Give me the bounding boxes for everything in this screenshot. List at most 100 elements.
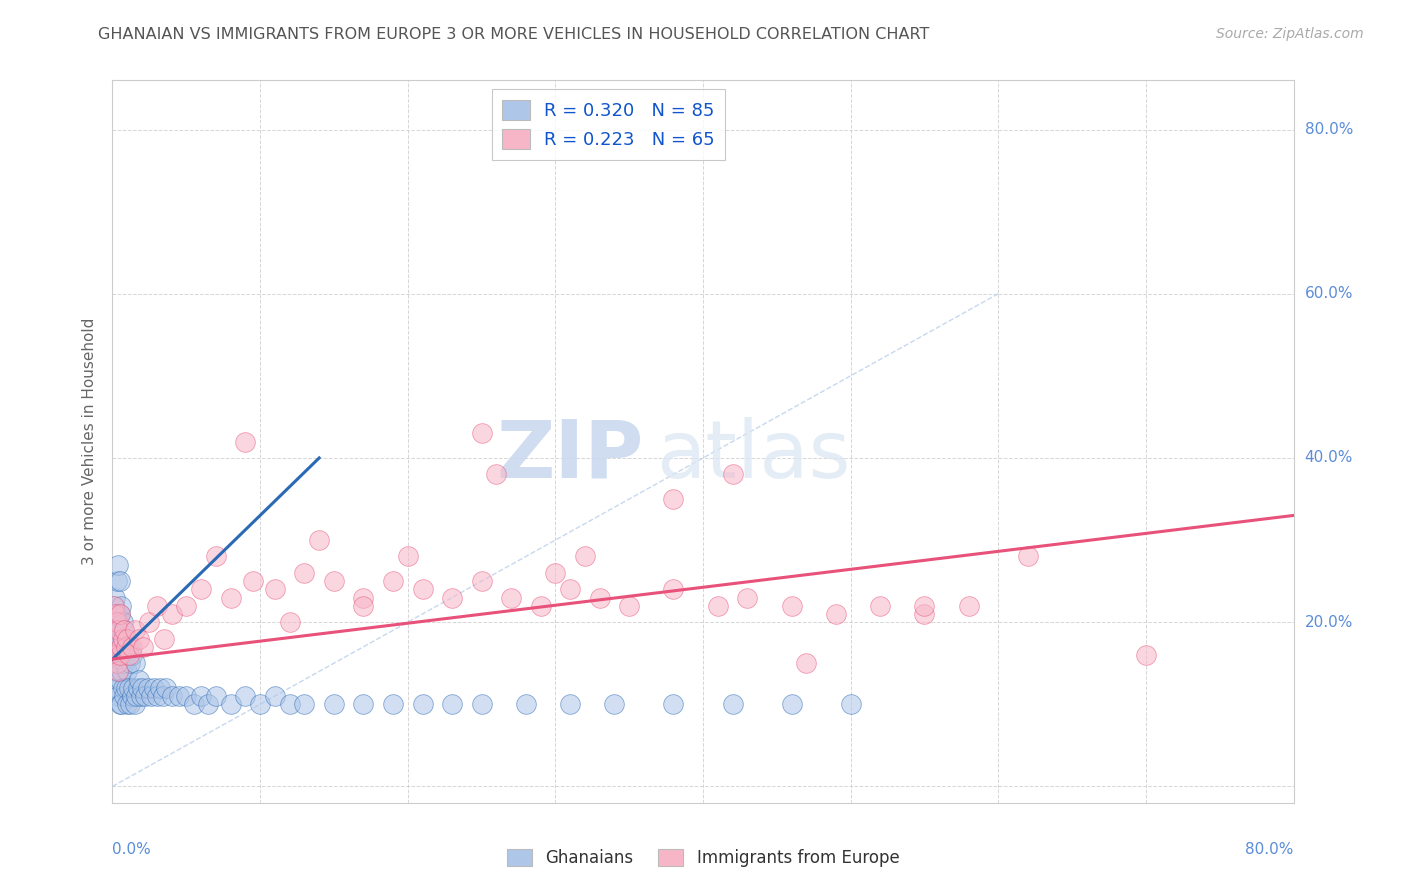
Point [308,533,330,547]
Point [152,689,174,703]
Point [104,640,127,654]
Point [111,632,134,646]
Point [111,648,134,662]
Point [107,665,129,679]
Point [114,681,136,695]
Point [124,698,146,712]
Point [104,607,127,621]
Point [121,648,143,662]
Point [957,599,980,613]
Point [104,591,127,605]
Point [149,681,172,695]
Point [485,467,508,482]
Point [323,574,346,588]
Point [105,574,128,588]
Point [470,698,494,712]
Point [153,632,176,646]
Point [103,624,125,638]
Point [120,657,142,671]
Point [125,689,148,703]
Point [219,591,242,605]
Point [190,582,212,597]
Text: Source: ZipAtlas.com: Source: ZipAtlas.com [1216,27,1364,41]
Point [780,599,803,613]
Point [603,698,626,712]
Point [174,689,197,703]
Point [117,698,138,712]
Text: 60.0%: 60.0% [1305,286,1353,301]
Point [107,624,129,638]
Point [205,689,228,703]
Point [107,607,129,621]
Point [292,698,315,712]
Point [112,657,135,671]
Point [128,673,150,687]
Point [111,681,134,695]
Point [108,607,131,621]
Point [114,640,136,654]
Point [108,574,131,588]
Point [107,558,129,572]
Point [441,698,464,712]
Point [131,681,153,695]
Point [160,689,183,703]
Text: 20.0%: 20.0% [1305,615,1353,630]
Point [146,599,169,613]
Point [278,698,301,712]
Point [160,607,183,621]
Point [662,582,685,597]
Point [544,566,567,580]
Point [118,640,141,654]
Point [112,689,135,703]
Point [112,624,135,638]
Point [103,648,125,662]
Point [128,632,150,646]
Point [515,698,537,712]
Point [108,698,131,712]
Point [105,681,128,695]
Point [127,681,149,695]
Point [117,665,138,679]
Point [411,698,433,712]
Point [839,698,862,712]
Point [662,491,685,506]
Point [105,657,128,671]
Point [264,582,287,597]
Point [105,657,128,671]
Point [183,698,205,712]
Point [110,698,132,712]
Point [124,657,146,671]
Point [117,632,138,646]
Point [110,640,132,654]
Point [121,640,143,654]
Point [780,698,803,712]
Point [470,426,494,441]
Point [108,640,131,654]
Point [796,657,818,671]
Point [323,698,346,712]
Point [105,632,128,646]
Point [174,599,197,613]
Point [352,698,374,712]
Point [104,615,127,630]
Point [352,591,374,605]
Point [107,665,129,679]
Point [737,591,759,605]
Point [197,698,219,712]
Point [107,689,129,703]
Point [824,607,846,621]
Point [114,648,136,662]
Point [233,434,256,449]
Point [558,698,582,712]
Text: 0.0%: 0.0% [112,842,152,856]
Text: ZIP: ZIP [496,417,644,495]
Point [411,582,433,597]
Point [132,640,155,654]
Point [219,698,242,712]
Point [278,615,301,630]
Point [139,689,162,703]
Point [110,632,132,646]
Point [205,549,228,564]
Point [242,574,264,588]
Point [108,673,131,687]
